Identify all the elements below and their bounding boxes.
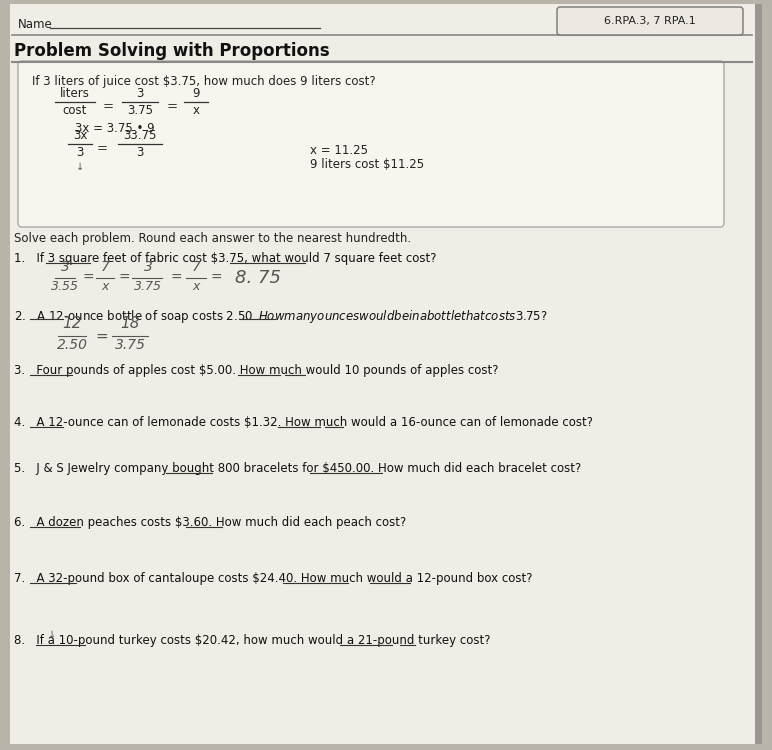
Text: 3: 3 bbox=[144, 260, 152, 274]
Text: 3x = 3.75 • 9: 3x = 3.75 • 9 bbox=[75, 122, 154, 135]
Text: ↓: ↓ bbox=[76, 162, 84, 172]
Text: 6.   A dozen peaches costs $3.60. How much did each peach cost?: 6. A dozen peaches costs $3.60. How much… bbox=[14, 516, 406, 529]
Text: Name: Name bbox=[18, 18, 52, 31]
Text: 3: 3 bbox=[137, 87, 144, 100]
Text: 7: 7 bbox=[191, 260, 201, 274]
Text: 9: 9 bbox=[192, 87, 200, 100]
Text: 3.75: 3.75 bbox=[127, 104, 153, 117]
Text: 3: 3 bbox=[60, 260, 69, 274]
Text: 18: 18 bbox=[120, 316, 140, 331]
Text: 7.   A 32-pound box of cantaloupe costs $24.40. How much would a 12-pound box co: 7. A 32-pound box of cantaloupe costs $2… bbox=[14, 572, 533, 585]
Text: Problem Solving with Proportions: Problem Solving with Proportions bbox=[14, 42, 330, 60]
Text: 7: 7 bbox=[100, 260, 110, 274]
Text: 3: 3 bbox=[76, 146, 83, 159]
FancyBboxPatch shape bbox=[10, 4, 760, 744]
Text: =: = bbox=[170, 271, 182, 285]
Text: x = 11.25: x = 11.25 bbox=[310, 144, 368, 157]
Text: 33.75: 33.75 bbox=[124, 129, 157, 142]
Text: 6.RPA.3, 7 RPA.1: 6.RPA.3, 7 RPA.1 bbox=[604, 16, 696, 26]
FancyBboxPatch shape bbox=[557, 7, 743, 35]
Text: x: x bbox=[192, 280, 200, 293]
Text: Solve each problem. Round each answer to the nearest hundredth.: Solve each problem. Round each answer to… bbox=[14, 232, 411, 245]
Text: =: = bbox=[167, 100, 178, 113]
Text: =: = bbox=[96, 328, 108, 344]
Text: 8.   If a 10-pound turkey costs $20.42, how much would a 21-pound turkey cost?: 8. If a 10-pound turkey costs $20.42, ho… bbox=[14, 634, 490, 647]
Text: ↓: ↓ bbox=[48, 630, 56, 640]
Text: =: = bbox=[96, 142, 107, 155]
Text: =: = bbox=[118, 271, 130, 285]
FancyBboxPatch shape bbox=[18, 61, 724, 227]
Text: cost: cost bbox=[63, 104, 87, 117]
Text: 3x: 3x bbox=[73, 129, 87, 142]
Text: =: = bbox=[103, 100, 113, 113]
Text: =: = bbox=[210, 271, 222, 285]
Text: 8. 75: 8. 75 bbox=[235, 269, 281, 287]
FancyBboxPatch shape bbox=[755, 4, 762, 744]
Text: 3.75: 3.75 bbox=[114, 338, 145, 352]
Text: =: = bbox=[82, 271, 94, 285]
Text: 12: 12 bbox=[63, 316, 82, 331]
Text: 1.   If 3 square feet of fabric cost $3.75, what would 7 square feet cost?: 1. If 3 square feet of fabric cost $3.75… bbox=[14, 252, 436, 265]
Text: 3: 3 bbox=[137, 146, 144, 159]
Text: x: x bbox=[192, 104, 199, 117]
Text: 3.   Four pounds of apples cost $5.00. How much would 10 pounds of apples cost?: 3. Four pounds of apples cost $5.00. How… bbox=[14, 364, 499, 377]
Text: 9 liters cost $11.25: 9 liters cost $11.25 bbox=[310, 158, 424, 171]
Text: x: x bbox=[101, 280, 109, 293]
Text: 2.   A 12-ounce bottle of soap costs $2.50. How many ounces would be in a bottle: 2. A 12-ounce bottle of soap costs $2.50… bbox=[14, 308, 547, 325]
Text: If 3 liters of juice cost $3.75, how much does 9 liters cost?: If 3 liters of juice cost $3.75, how muc… bbox=[32, 75, 376, 88]
Text: 3.55: 3.55 bbox=[51, 280, 79, 293]
Text: 3.75: 3.75 bbox=[134, 280, 162, 293]
Text: liters: liters bbox=[60, 87, 90, 100]
Text: 4.   A 12-ounce can of lemonade costs $1.32. How much would a 16-ounce can of le: 4. A 12-ounce can of lemonade costs $1.3… bbox=[14, 416, 593, 429]
Text: 2.50: 2.50 bbox=[56, 338, 87, 352]
Text: 5.   J & S Jewelry company bought 800 bracelets for $450.00. How much did each b: 5. J & S Jewelry company bought 800 brac… bbox=[14, 462, 581, 475]
